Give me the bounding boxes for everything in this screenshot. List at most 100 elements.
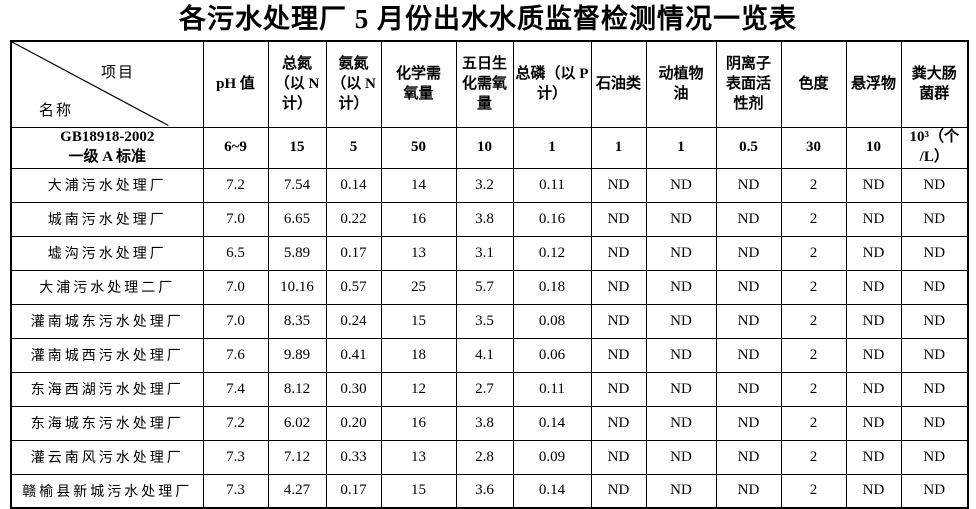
value-cell: ND xyxy=(845,473,902,509)
table-row: 城南污水处理厂 7.0 6.65 0.22 16 3.8 0.16 ND ND ND 2 ND ND xyxy=(10,201,969,237)
column-header: 五日生 化需氧 量 xyxy=(455,40,514,128)
value-cell: 7.54 xyxy=(267,167,327,203)
table-row: 大浦污水处理二厂 7.0 10.16 0.57 25 5.7 0.18 ND ND ND 2 ND ND xyxy=(10,269,969,305)
standard-value-cell: 1 xyxy=(590,126,647,169)
table-row: 东海城东污水处理厂 7.2 6.02 0.20 16 3.8 0.14 ND ND ND 2 ND ND xyxy=(10,405,969,441)
value-cell: ND xyxy=(590,235,647,271)
standard-value-cell: 10 xyxy=(845,126,902,169)
value-cell: ND xyxy=(715,269,782,305)
column-header: 总磷（以 P 计） xyxy=(512,40,592,128)
value-cell: 13 xyxy=(380,235,457,271)
value-cell: 2 xyxy=(780,473,847,509)
standard-value-cell: 0.5 xyxy=(715,126,782,169)
value-cell: ND xyxy=(845,439,902,475)
value-cell: 3.8 xyxy=(455,201,514,237)
value-cell: 0.14 xyxy=(325,167,382,203)
value-cell: 0.16 xyxy=(512,201,592,237)
value-cell: 0.09 xyxy=(512,439,592,475)
value-cell: 0.12 xyxy=(512,235,592,271)
value-cell: 0.06 xyxy=(512,337,592,373)
value-cell: 0.24 xyxy=(325,303,382,339)
value-cell: 6.5 xyxy=(202,235,269,271)
column-header: 色度 xyxy=(780,40,847,128)
value-cell: 2 xyxy=(780,405,847,441)
value-cell: 16 xyxy=(380,405,457,441)
value-cell: 7.12 xyxy=(267,439,327,475)
value-cell: 7.3 xyxy=(202,473,269,509)
table-row: 赣榆县新城污水处理厂 7.3 4.27 0.17 15 3.6 0.14 ND ND ND 2 ND N… xyxy=(10,473,969,509)
standard-value-cell: 15 xyxy=(267,126,327,169)
value-cell: ND xyxy=(715,473,782,509)
value-cell: 9.89 xyxy=(267,337,327,373)
value-cell: ND xyxy=(715,371,782,407)
value-cell: 13 xyxy=(380,439,457,475)
value-cell: ND xyxy=(715,439,782,475)
standard-value-cell: 50 xyxy=(380,126,457,169)
value-cell: ND xyxy=(645,201,717,237)
value-cell: 7.0 xyxy=(202,303,269,339)
value-cell: 0.57 xyxy=(325,269,382,305)
value-cell: ND xyxy=(845,405,902,441)
value-cell: 2 xyxy=(780,303,847,339)
standard-value-cell: 1 xyxy=(512,126,592,169)
value-cell: 0.14 xyxy=(512,473,592,509)
value-cell: 7.4 xyxy=(202,371,269,407)
diagonal-divider-line xyxy=(12,42,169,126)
table-row: 灌云南风污水处理厂 7.3 7.12 0.33 13 2.8 0.09 ND ND ND 2 ND ND xyxy=(10,439,969,475)
value-cell: ND xyxy=(645,371,717,407)
value-cell: 6.65 xyxy=(267,201,327,237)
standard-value-cell: 5 xyxy=(325,126,382,169)
value-cell: 0.22 xyxy=(325,201,382,237)
value-cell: ND xyxy=(900,405,969,441)
value-cell: ND xyxy=(590,303,647,339)
plant-name-cell: 东海西湖污水处理厂 xyxy=(10,371,204,407)
corner-label-name: 名称 xyxy=(39,103,74,119)
value-cell: ND xyxy=(590,473,647,509)
plant-name-cell: 大浦污水处理厂 xyxy=(10,167,204,203)
value-cell: ND xyxy=(900,201,969,237)
value-cell: ND xyxy=(845,201,902,237)
value-cell: ND xyxy=(645,439,717,475)
value-cell: 2 xyxy=(780,201,847,237)
value-cell: 10.16 xyxy=(267,269,327,305)
value-cell: ND xyxy=(845,167,902,203)
value-cell: 0.41 xyxy=(325,337,382,373)
value-cell: 0.11 xyxy=(512,371,592,407)
value-cell: ND xyxy=(900,337,969,373)
value-cell: 3.8 xyxy=(455,405,514,441)
value-cell: 7.2 xyxy=(202,167,269,203)
standard-value-cell: 30 xyxy=(780,126,847,169)
value-cell: 7.2 xyxy=(202,405,269,441)
value-cell: ND xyxy=(845,269,902,305)
value-cell: ND xyxy=(645,167,717,203)
column-header: 氨氮 （以 N 计） xyxy=(325,40,382,128)
standard-limit-row: GB18918-2002 一级 A 标准 6~9 15 5 50 10 1 1 1 0.5 30 10… xyxy=(10,126,969,169)
value-cell: ND xyxy=(900,269,969,305)
value-cell: ND xyxy=(590,371,647,407)
value-cell: ND xyxy=(590,167,647,203)
column-header: 石油类 xyxy=(590,40,647,128)
value-cell: 2 xyxy=(780,167,847,203)
standard-row-label: GB18918-2002 一级 A 标准 xyxy=(10,126,204,169)
value-cell: 3.2 xyxy=(455,167,514,203)
value-cell: ND xyxy=(715,405,782,441)
plant-name-cell: 城南污水处理厂 xyxy=(10,201,204,237)
column-header: 总氮 （以 N 计） xyxy=(267,40,327,128)
value-cell: 0.33 xyxy=(325,439,382,475)
plant-name-cell: 赣榆县新城污水处理厂 xyxy=(10,473,204,509)
value-cell: 8.35 xyxy=(267,303,327,339)
value-cell: 18 xyxy=(380,337,457,373)
value-cell: ND xyxy=(715,337,782,373)
value-cell: 3.5 xyxy=(455,303,514,339)
value-cell: 7.3 xyxy=(202,439,269,475)
value-cell: ND xyxy=(845,235,902,271)
column-header: 化学需 氧量 xyxy=(380,40,457,128)
value-cell: 0.20 xyxy=(325,405,382,441)
column-header: 粪大肠 菌群 xyxy=(900,40,969,128)
value-cell: 2.7 xyxy=(455,371,514,407)
column-header: pH 值 xyxy=(202,40,269,128)
value-cell: ND xyxy=(900,303,969,339)
column-header: 动植物 油 xyxy=(645,40,717,128)
value-cell: ND xyxy=(715,167,782,203)
value-cell: 0.17 xyxy=(325,235,382,271)
